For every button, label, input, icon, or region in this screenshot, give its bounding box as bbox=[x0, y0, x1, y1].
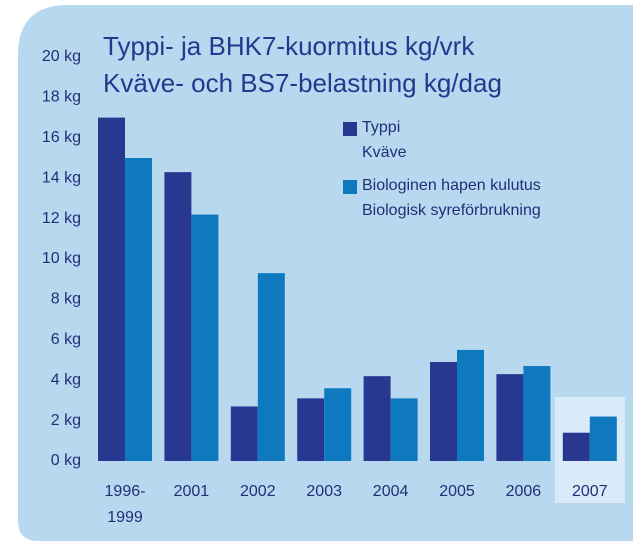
y-tick-label: 14 kg bbox=[42, 169, 81, 186]
y-tick-label: 6 kg bbox=[51, 331, 81, 348]
bar bbox=[230, 406, 258, 461]
bar bbox=[191, 214, 219, 461]
legend-swatch bbox=[343, 180, 357, 194]
bar bbox=[363, 376, 391, 461]
y-tick-label: 18 kg bbox=[42, 89, 81, 106]
legend-swatch bbox=[343, 122, 357, 136]
bar bbox=[297, 398, 325, 461]
bar bbox=[324, 388, 352, 461]
chart-subtitle: Kväve- och BS7-belastning kg/dag bbox=[103, 68, 502, 98]
bar bbox=[457, 349, 484, 461]
bar bbox=[523, 366, 551, 461]
bar bbox=[98, 117, 125, 461]
legend-label: Biologisk syreförbrukning bbox=[362, 202, 541, 219]
y-tick-label: 10 kg bbox=[42, 250, 81, 267]
bar bbox=[164, 172, 192, 461]
x-tick-label: 2006 bbox=[506, 483, 542, 500]
legend-label: Kväve bbox=[362, 144, 407, 161]
y-tick-label: 2 kg bbox=[51, 412, 81, 429]
y-tick-label: 4 kg bbox=[51, 371, 81, 388]
y-tick-label: 0 kg bbox=[51, 452, 81, 469]
x-tick-label: 1996-1999 bbox=[105, 483, 146, 526]
x-tick-label: 2004 bbox=[373, 483, 409, 500]
y-tick-label: 16 kg bbox=[42, 129, 81, 146]
bar bbox=[430, 362, 457, 461]
bar bbox=[496, 374, 524, 461]
x-tick-label: 2007 bbox=[572, 483, 608, 500]
bar bbox=[125, 158, 152, 461]
x-tick-label: 2002 bbox=[240, 483, 276, 500]
chart-title: Typpi- ja BHK7-kuormitus kg/vrk bbox=[103, 31, 475, 61]
x-tick-label: 2001 bbox=[174, 483, 210, 500]
x-tick-label: 2005 bbox=[439, 483, 475, 500]
legend-label: Biologinen hapen kulutus bbox=[362, 177, 541, 194]
x-tick-label: 2003 bbox=[306, 483, 342, 500]
bar bbox=[257, 273, 285, 461]
y-tick-label: 8 kg bbox=[51, 291, 81, 308]
bar bbox=[589, 416, 617, 461]
bar bbox=[562, 432, 590, 461]
bar bbox=[390, 398, 418, 461]
y-tick-label: 12 kg bbox=[42, 210, 81, 227]
y-tick-label: 20 kg bbox=[42, 48, 81, 65]
legend-label: Typpi bbox=[362, 119, 400, 136]
